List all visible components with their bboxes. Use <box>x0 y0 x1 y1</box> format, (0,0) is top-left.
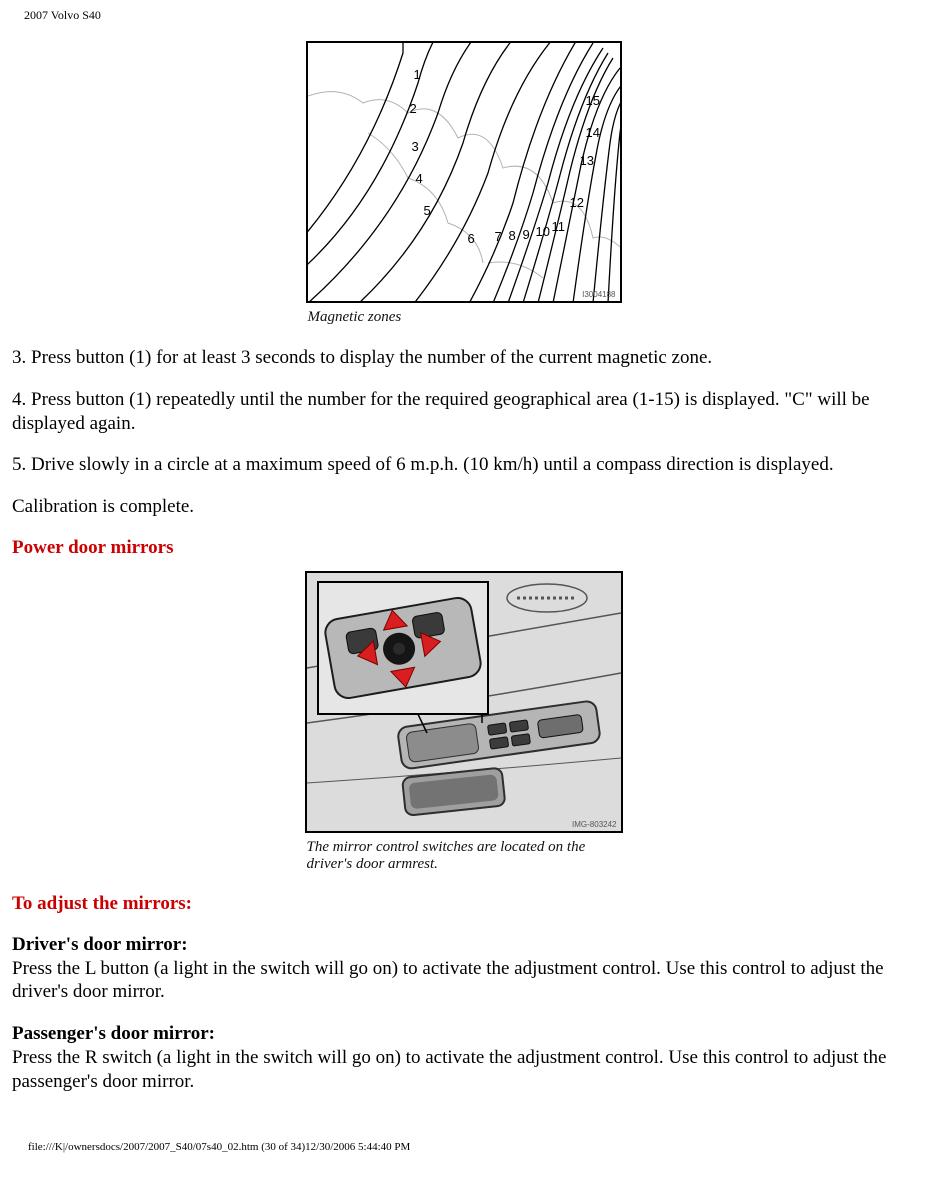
zone-label: 2 <box>410 101 417 116</box>
zone-label: 4 <box>416 171 423 186</box>
step-3-text: 3. Press button (1) for at least 3 secon… <box>12 346 915 370</box>
page-header: 2007 Volvo S40 <box>24 8 915 23</box>
image-id-label: IMG-803242 <box>572 820 616 829</box>
map-svg <box>308 43 620 301</box>
passenger-mirror-instructions: Passenger's door mirror: Press the R swi… <box>12 1022 915 1093</box>
driver-mirror-instructions: Driver's door mirror: Press the L button… <box>12 933 915 1004</box>
zone-label: 10 <box>536 224 550 239</box>
zone-label: 9 <box>523 227 530 242</box>
zone-label: 5 <box>424 203 431 218</box>
footer-file-path: file:///K|/ownersdocs/2007/2007_S40/07s4… <box>28 1141 915 1153</box>
zone-label: 3 <box>412 139 419 154</box>
calibration-complete-text: Calibration is complete. <box>12 495 915 519</box>
zone-label: 6 <box>468 231 475 246</box>
section-power-door-mirrors: Power door mirrors <box>12 537 915 559</box>
figure-caption: Magnetic zones <box>308 309 620 326</box>
zone-label: 13 <box>580 153 594 168</box>
image-id-label: I3004188 <box>582 290 615 299</box>
magnetic-zones-diagram: 123456789101112131415 I3004188 <box>306 41 622 303</box>
figure-magnetic-zones: 123456789101112131415 I3004188 Magnetic … <box>12 41 915 326</box>
zone-label: 12 <box>570 195 584 210</box>
step-4-text: 4. Press button (1) repeatedly until the… <box>12 388 915 436</box>
passenger-mirror-text: Press the R switch (a light in the switc… <box>12 1047 886 1092</box>
zone-label: 14 <box>586 125 600 140</box>
mirror-controls-inset <box>317 581 489 715</box>
driver-mirror-label: Driver's door mirror: <box>12 934 188 955</box>
inset-svg <box>319 583 487 713</box>
zone-label: 8 <box>509 228 516 243</box>
driver-mirror-text: Press the L button (a light in the switc… <box>12 958 884 1003</box>
manual-page: 2007 Volvo S40 123456789101112131415 I30… <box>0 0 927 1173</box>
figure-caption: The mirror control switches are located … <box>307 839 621 873</box>
step-5-text: 5. Drive slowly in a circle at a maximum… <box>12 453 915 477</box>
section-to-adjust-mirrors: To adjust the mirrors: <box>12 893 915 915</box>
zone-label: 1 <box>414 67 421 82</box>
zone-label: 11 <box>552 219 566 234</box>
mirror-controls-diagram: IMG-803242 <box>305 571 623 833</box>
zone-label: 15 <box>586 93 600 108</box>
figure-mirror-controls: IMG-803242 The mirror control switches a… <box>12 571 915 873</box>
passenger-mirror-label: Passenger's door mirror: <box>12 1023 215 1044</box>
zone-label: 7 <box>495 229 502 244</box>
